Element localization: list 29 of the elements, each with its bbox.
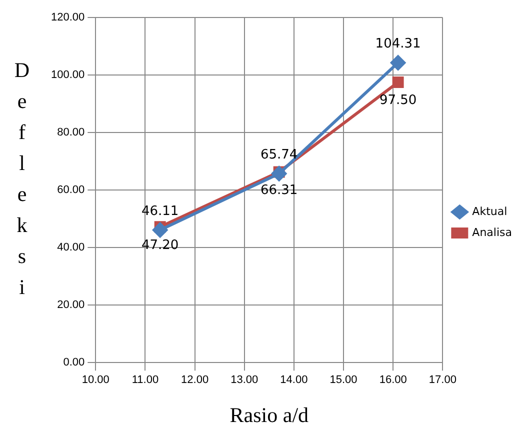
x-tick-label: 17.00	[428, 374, 456, 386]
data-label: 104.31	[375, 36, 421, 52]
y-tick-label: 60.00	[57, 184, 85, 196]
y-tick-label: 20.00	[57, 299, 85, 312]
y-tick-label: 0.00	[63, 356, 85, 369]
data-label: 97.50	[379, 93, 417, 108]
x-axis-title: Rasio a/d	[230, 402, 310, 427]
point	[152, 222, 168, 238]
x-tick-label: 11.00	[132, 374, 159, 386]
legend-label: Analisa	[472, 226, 512, 239]
x-tick-label: 10.00	[82, 374, 110, 386]
y-tick-label: 80.00	[57, 126, 85, 139]
x-tick-label: 12.00	[181, 374, 209, 386]
point	[390, 55, 406, 70]
y-tick-label: 100.00	[50, 69, 85, 82]
point	[392, 76, 404, 88]
x-tick-label: 16.00	[379, 374, 407, 386]
y-tick-label: 40.00	[57, 242, 85, 254]
data-label: 65.74	[260, 147, 298, 162]
x-tick-label: 15.00	[330, 374, 358, 386]
y-axis-title: Defleksi	[14, 58, 30, 300]
point	[272, 166, 287, 182]
x-tick-label: 14.00	[280, 374, 308, 386]
y-tick-label: 120.00	[50, 12, 85, 24]
data-label: 47.20	[141, 238, 179, 253]
data-label: 66.31	[260, 182, 298, 198]
legend-label: Aktual	[472, 204, 508, 218]
x-tick-label: 13.00	[230, 374, 258, 386]
data-label: 46.11	[141, 204, 179, 219]
